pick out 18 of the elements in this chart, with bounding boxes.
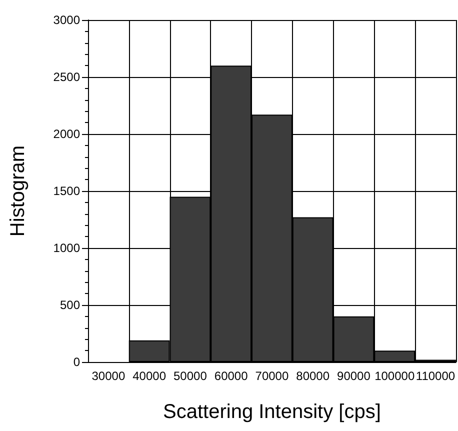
x-tick-label: 40000 [132,369,166,383]
x-tick-label: 80000 [296,369,330,383]
y-axis-title: Histogram [7,145,29,237]
y-tick-label: 0 [73,355,80,369]
x-tick-label: 110000 [416,369,456,383]
y-tick-label: 2500 [53,70,80,84]
y-tick-label: 1000 [53,241,80,255]
y-tick-label: 500 [60,298,80,312]
y-tick-label: 2000 [53,127,80,141]
y-tick-label: 1500 [53,184,80,198]
x-tick-label: 30000 [92,369,126,383]
x-tick-label: 70000 [255,369,289,383]
x-tick-label: 60000 [214,369,248,383]
y-tick-label: 3000 [53,13,80,27]
x-tick-label: 50000 [174,369,208,383]
x-axis-title: Scattering Intensity [cps] [163,401,381,423]
x-tick-label: 90000 [337,369,371,383]
x-tick-label: 100000 [374,369,415,383]
